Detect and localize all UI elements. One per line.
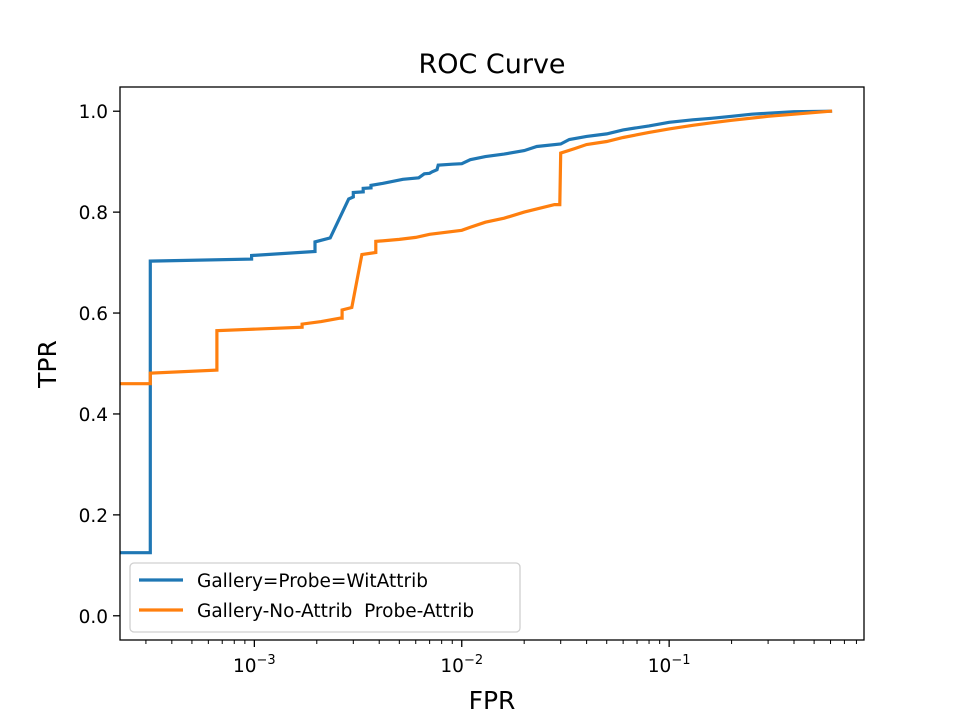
y-axis: 0.0 0.2 0.4 0.6 0.8 1.0 [79,102,120,628]
plot-frame [119,86,865,641]
legend-label-series-1: Gallery=Probe=WitAttrib [197,571,428,592]
series-layer [120,109,833,555]
x-axis-label: FPR [469,686,516,715]
y-tick-label: 0.6 [79,304,108,325]
y-tick-label: 0.8 [79,203,108,224]
x-axis: 10−3 10−2 10−1 [145,640,857,677]
y-tick-label: 1.0 [79,102,108,123]
chart-title: ROC Curve [418,49,565,80]
series-line-2 [120,109,833,386]
legend-label-series-2: Gallery-No-Attrib Probe-Attrib [197,601,474,622]
legend: Gallery=Probe=WitAttrib Gallery-No-Attri… [129,562,521,633]
y-axis-label: TPR [33,340,62,389]
series-line-1 [120,109,833,555]
x-tick-label: 10−3 [233,653,276,677]
legend-box [129,562,521,633]
y-tick-label: 0.2 [79,506,108,527]
y-tick-label: 0.0 [79,607,108,628]
x-tick-label: 10−2 [440,653,483,677]
y-tick-label: 0.4 [79,405,108,426]
x-tick-label: 10−1 [648,653,691,677]
